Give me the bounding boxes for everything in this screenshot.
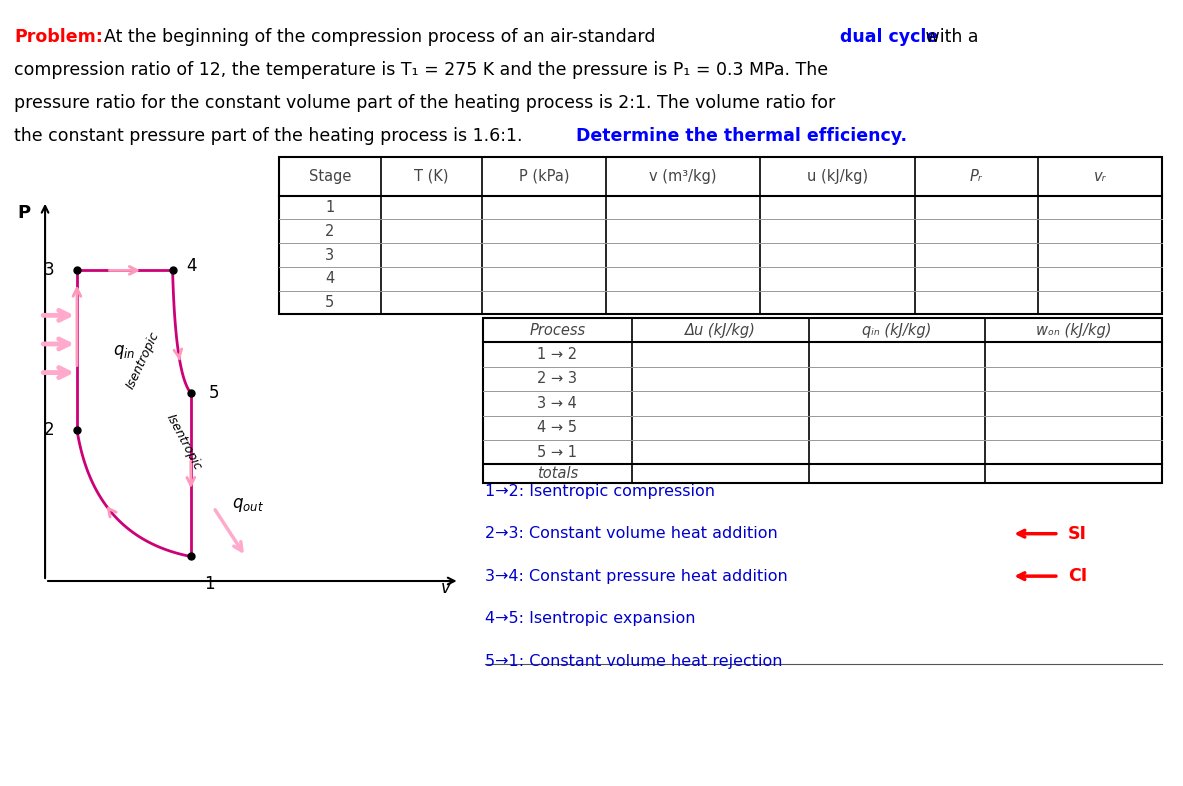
- Text: compression ratio of 12, the temperature is T₁ = 275 K and the pressure is P₁ = : compression ratio of 12, the temperature…: [14, 61, 828, 79]
- Text: Stage: Stage: [309, 169, 351, 184]
- Text: 2→3: Constant volume heat addition: 2→3: Constant volume heat addition: [485, 526, 783, 542]
- Text: Pᵣ: Pᵣ: [970, 169, 983, 184]
- Text: T (K): T (K): [414, 169, 448, 184]
- Text: 4 → 5: 4 → 5: [537, 421, 577, 435]
- Text: 3→4: Constant pressure heat addition: 3→4: Constant pressure heat addition: [485, 568, 793, 584]
- Text: CI: CI: [1068, 567, 1087, 585]
- Text: Isentropic: Isentropic: [124, 329, 162, 391]
- Text: SI: SI: [1068, 525, 1087, 542]
- Text: 1: 1: [205, 575, 215, 593]
- Text: 2: 2: [44, 421, 54, 439]
- Text: totals: totals: [537, 466, 578, 481]
- Text: v: v: [441, 579, 451, 597]
- Text: 5: 5: [325, 295, 335, 310]
- Text: P: P: [18, 204, 31, 222]
- Text: 4→5: Isentropic expansion: 4→5: Isentropic expansion: [485, 611, 696, 626]
- Text: dual cycle: dual cycle: [840, 28, 938, 46]
- Text: Problem:: Problem:: [14, 28, 103, 46]
- Text: Δu (kJ/kg): Δu (kJ/kg): [685, 323, 756, 338]
- Text: wₒₙ (kJ/kg): wₒₙ (kJ/kg): [1035, 323, 1111, 338]
- Text: 1→2: Isentropic compression: 1→2: Isentropic compression: [485, 483, 715, 499]
- Text: $q_{in}$: $q_{in}$: [114, 343, 136, 361]
- Text: 3 → 4: 3 → 4: [537, 396, 577, 411]
- Text: $q_{out}$: $q_{out}$: [232, 497, 264, 514]
- Text: Determine the thermal efficiency.: Determine the thermal efficiency.: [576, 127, 907, 145]
- Text: pressure ratio for the constant volume part of the heating process is 2:1. The v: pressure ratio for the constant volume p…: [14, 94, 835, 112]
- Text: 5 → 1: 5 → 1: [537, 445, 577, 460]
- Text: 3: 3: [44, 262, 54, 279]
- Text: qᵢₙ (kJ/kg): qᵢₙ (kJ/kg): [862, 323, 931, 338]
- Text: 3: 3: [325, 248, 335, 263]
- Text: u (kJ/kg): u (kJ/kg): [807, 169, 868, 184]
- Text: At the beginning of the compression process of an air-standard: At the beginning of the compression proc…: [104, 28, 661, 46]
- Text: 2 → 3: 2 → 3: [537, 372, 577, 387]
- Text: the constant pressure part of the heating process is 1.6:1.: the constant pressure part of the heatin…: [14, 127, 528, 145]
- Text: Process: Process: [529, 323, 586, 338]
- Text: Isentropic: Isentropic: [163, 412, 205, 472]
- Text: 2: 2: [325, 224, 335, 239]
- Text: 4: 4: [186, 257, 196, 275]
- Text: 4: 4: [325, 271, 335, 286]
- Text: 1 → 2: 1 → 2: [537, 347, 577, 362]
- Text: vᵣ: vᵣ: [1094, 169, 1106, 184]
- Text: 5→1: Constant volume heat rejection: 5→1: Constant volume heat rejection: [485, 653, 782, 669]
- Text: v (m³/kg): v (m³/kg): [649, 169, 717, 184]
- Text: with a: with a: [920, 28, 978, 46]
- Text: P (kPa): P (kPa): [518, 169, 569, 184]
- Text: 1: 1: [325, 200, 335, 215]
- Text: 5: 5: [209, 384, 220, 402]
